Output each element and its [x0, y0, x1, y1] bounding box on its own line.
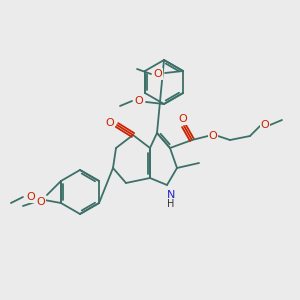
- Text: O: O: [106, 118, 114, 128]
- Text: O: O: [37, 197, 45, 207]
- Text: O: O: [135, 96, 143, 106]
- Text: O: O: [208, 131, 217, 141]
- Text: O: O: [261, 120, 269, 130]
- Text: O: O: [154, 69, 162, 79]
- Text: H: H: [167, 199, 175, 209]
- Text: O: O: [178, 114, 188, 124]
- Text: O: O: [27, 192, 35, 202]
- Text: N: N: [167, 190, 175, 200]
